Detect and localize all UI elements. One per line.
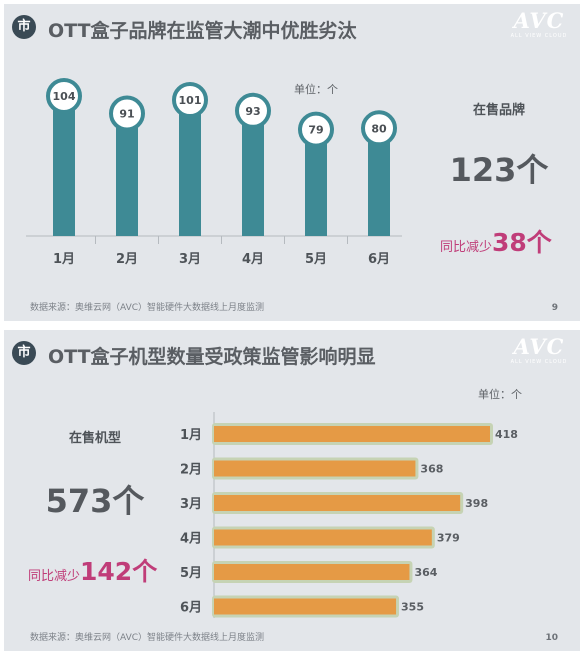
bar — [214, 495, 461, 511]
category-label: 6月 — [180, 601, 202, 616]
data-label: 91 — [119, 108, 134, 121]
bar — [214, 529, 432, 546]
data-label: 79 — [308, 124, 323, 137]
unit-label: 单位：个 — [478, 388, 522, 401]
data-label: 379 — [437, 532, 460, 545]
category-label: 3月 — [180, 497, 202, 512]
data-source: 数据来源：奥维云网（AVC）智能硬件大数据线上月度监测 — [30, 303, 265, 313]
data-label: 368 — [420, 463, 443, 476]
bar — [179, 100, 201, 237]
bar — [368, 128, 390, 236]
bar — [116, 113, 138, 236]
bar — [214, 598, 397, 615]
slide-brands: 市 OTT盒子品牌在监管大潮中优胜劣汰 AVC ALL VIEW CLOUD 1… — [4, 4, 580, 321]
stat-value: 123个 — [449, 151, 549, 189]
page-number: 9 — [551, 303, 558, 313]
bar — [214, 426, 490, 442]
category-label: 5月 — [180, 566, 202, 581]
value-bubble — [235, 92, 271, 129]
category-label: 6月 — [368, 252, 390, 267]
category-label: 2月 — [116, 252, 138, 267]
data-label: 398 — [465, 497, 488, 510]
logo-text: AVC — [513, 8, 565, 33]
data-label: 80 — [371, 122, 387, 135]
yoy-label: 同比减少 — [440, 240, 493, 255]
bar — [214, 460, 416, 477]
value-bubble — [361, 110, 397, 147]
slide-title: OTT盒子品牌在监管大潮中优胜劣汰 — [48, 20, 357, 42]
bar — [305, 129, 327, 236]
logo-subtext: ALL VIEW CLOUD — [510, 359, 568, 365]
yoy-label: 同比减少 — [28, 569, 81, 584]
avc-logo: AVC ALL VIEW CLOUD — [508, 336, 570, 366]
stat-label: 在售品牌 — [472, 103, 525, 118]
yoy-change: 同比减少38个 — [440, 223, 552, 259]
category-label: 1月 — [53, 252, 75, 267]
data-label: 93 — [245, 105, 260, 118]
bar — [242, 110, 264, 236]
category-label: 5月 — [305, 252, 327, 267]
category-label: 2月 — [180, 463, 202, 478]
page-number: 10 — [545, 633, 558, 643]
yoy-change: 同比减少142个 — [28, 552, 157, 588]
value-bubble — [298, 111, 334, 148]
yoy-value: 38个 — [492, 228, 552, 257]
bar — [214, 564, 410, 580]
slide-models: 市 OTT盒子机型数量受政策监管影响明显 AVC ALL VIEW CLOUD … — [4, 330, 580, 651]
value-bubble — [172, 82, 208, 119]
data-label: 418 — [495, 428, 518, 441]
data-label: 364 — [414, 566, 437, 579]
stat-label: 在售机型 — [68, 431, 121, 446]
value-bubble — [46, 78, 82, 114]
value-bubble — [109, 95, 145, 132]
data-label: 101 — [179, 94, 202, 107]
yoy-value: 142个 — [80, 557, 158, 586]
category-label: 3月 — [179, 252, 201, 267]
slide-title: OTT盒子机型数量受政策监管影响明显 — [48, 346, 376, 368]
category-label: 4月 — [242, 252, 264, 267]
data-source: 数据来源：奥维云网（AVC）智能硬件大数据线上月度监测 — [30, 633, 265, 643]
category-label: 4月 — [180, 532, 202, 547]
unit-label: 单位：个 — [294, 83, 338, 96]
market-badge: 市 — [12, 15, 36, 39]
brand-count-bar-chart: 104 1月 91 2月 101 3月 93 4月 79 5月 80 6月 — [26, 78, 402, 267]
category-label: 1月 — [180, 428, 202, 443]
stat-value: 573个 — [45, 482, 145, 520]
bar — [53, 96, 75, 236]
logo-text: AVC — [513, 334, 565, 359]
data-label: 355 — [401, 601, 424, 614]
data-label: 104 — [53, 90, 76, 103]
market-badge: 市 — [12, 341, 36, 365]
logo-subtext: ALL VIEW CLOUD — [510, 33, 568, 39]
avc-logo: AVC ALL VIEW CLOUD — [508, 10, 570, 40]
model-count-bar-chart: 418 1月 368 2月 398 3月 379 4月 364 5月 355 6月 — [180, 412, 518, 618]
